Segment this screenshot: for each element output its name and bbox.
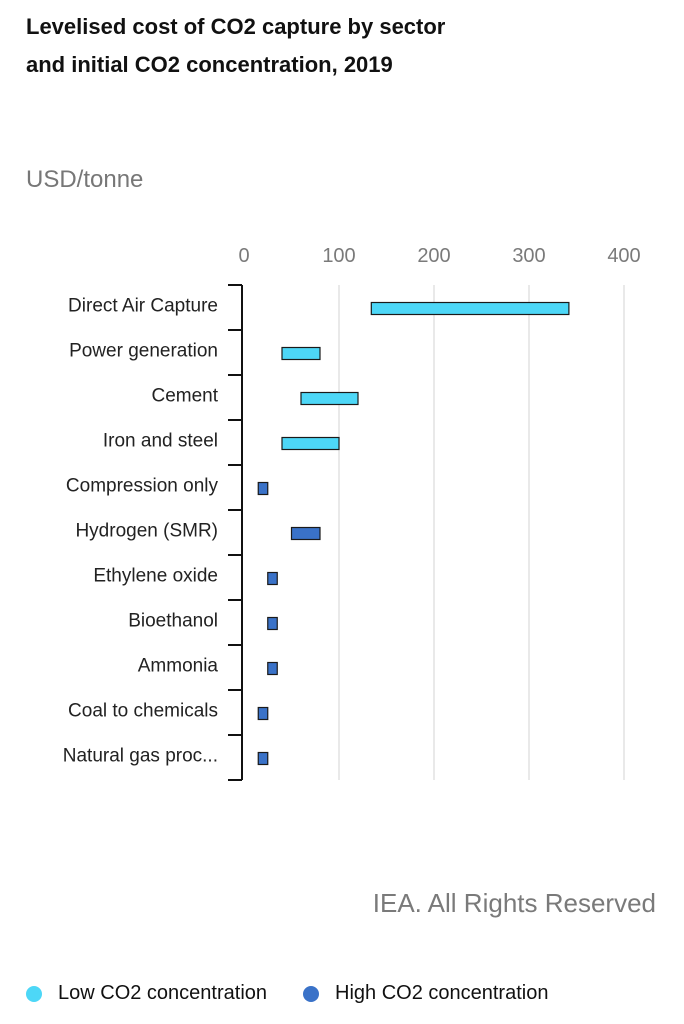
bar-high bbox=[267, 661, 278, 676]
bar-high bbox=[257, 481, 269, 496]
chart-canvas: 0 100 200 300 400 Direct Air Capture Power gen… bbox=[63, 245, 641, 781]
legend-swatch-high bbox=[303, 985, 320, 1002]
x-tick-label-100: 100 bbox=[322, 245, 355, 267]
x-tick-label-400: 400 bbox=[607, 245, 640, 267]
bar-low bbox=[300, 391, 359, 406]
bar-low bbox=[281, 346, 321, 361]
chart-title: Levelised cost of CO2 capture by sector … bbox=[26, 14, 446, 77]
legend-item-high[interactable]: High CO2 concentration bbox=[303, 982, 548, 1005]
legend-swatch-low bbox=[26, 985, 42, 1002]
bar-high bbox=[267, 616, 278, 631]
category-label: Cement bbox=[151, 386, 218, 407]
bar-high bbox=[290, 526, 321, 541]
category-label: Direct Air Capture bbox=[68, 296, 218, 317]
category-label: Hydrogen (SMR) bbox=[75, 521, 218, 542]
bar-low bbox=[370, 301, 570, 316]
category-label: Compression only bbox=[66, 476, 219, 497]
category-label: Coal to chemicals bbox=[68, 701, 218, 722]
x-tick-label-0: 0 bbox=[238, 245, 249, 267]
category-label: Power generation bbox=[69, 341, 218, 362]
category-label: Ammonia bbox=[138, 656, 219, 677]
chart-legend: Low CO2 concentration High CO2 concentra… bbox=[26, 982, 584, 1005]
category-label: Iron and steel bbox=[103, 431, 218, 452]
category-label: Bioethanol bbox=[128, 611, 218, 632]
legend-label-low: Low CO2 concentration bbox=[58, 982, 268, 1004]
legend-label-high: High CO2 concentration bbox=[335, 982, 549, 1004]
x-tick-label-200: 200 bbox=[417, 245, 450, 267]
bar-low bbox=[281, 436, 340, 451]
category-label: Ethylene oxide bbox=[93, 566, 218, 587]
category-label: Natural gas proc... bbox=[63, 746, 218, 767]
bar-high bbox=[257, 706, 269, 721]
legend-item-low[interactable]: Low CO2 concentration bbox=[26, 982, 267, 1005]
x-tick-label-300: 300 bbox=[512, 245, 545, 267]
bar-high bbox=[267, 571, 278, 586]
credit-text: IEA. All Rights Reserved bbox=[372, 888, 656, 918]
unit-label: USD/tonne bbox=[26, 166, 144, 193]
bar-high bbox=[257, 751, 269, 766]
